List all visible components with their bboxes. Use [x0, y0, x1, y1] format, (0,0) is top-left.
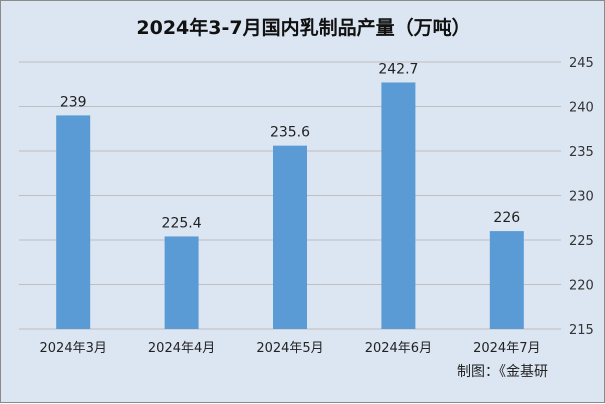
x-tick-label: 2024年6月 — [365, 341, 432, 356]
chart-title: 2024年3-7月国内乳制品产量（万吨） — [136, 17, 471, 39]
x-tick-label: 2024年4月 — [148, 341, 215, 356]
bar — [273, 145, 307, 329]
bar — [56, 115, 91, 330]
bar — [489, 231, 524, 329]
data-label: 239 — [60, 94, 87, 110]
data-label: 225.4 — [162, 215, 202, 231]
y-tick-label: 230 — [569, 190, 594, 205]
y-tick-label: 220 — [569, 279, 594, 294]
y-tick-label: 225 — [569, 234, 594, 249]
bar — [164, 236, 199, 329]
y-tick-label: 215 — [569, 323, 594, 338]
x-tick-label: 2024年7月 — [473, 341, 540, 356]
data-label: 226 — [493, 210, 520, 226]
bar — [381, 82, 416, 329]
y-tick-label: 240 — [569, 101, 594, 116]
y-tick-label: 235 — [569, 145, 594, 160]
source-note: 制图：《金基研 — [457, 364, 548, 380]
x-tick-label: 2024年3月 — [40, 341, 107, 356]
data-label: 235.6 — [270, 125, 310, 141]
data-label: 242.7 — [378, 61, 418, 77]
x-tick-label: 2024年5月 — [256, 341, 323, 356]
y-tick-label: 245 — [569, 56, 594, 71]
